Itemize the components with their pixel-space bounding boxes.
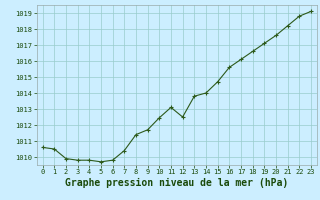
X-axis label: Graphe pression niveau de la mer (hPa): Graphe pression niveau de la mer (hPa) [65, 178, 288, 188]
